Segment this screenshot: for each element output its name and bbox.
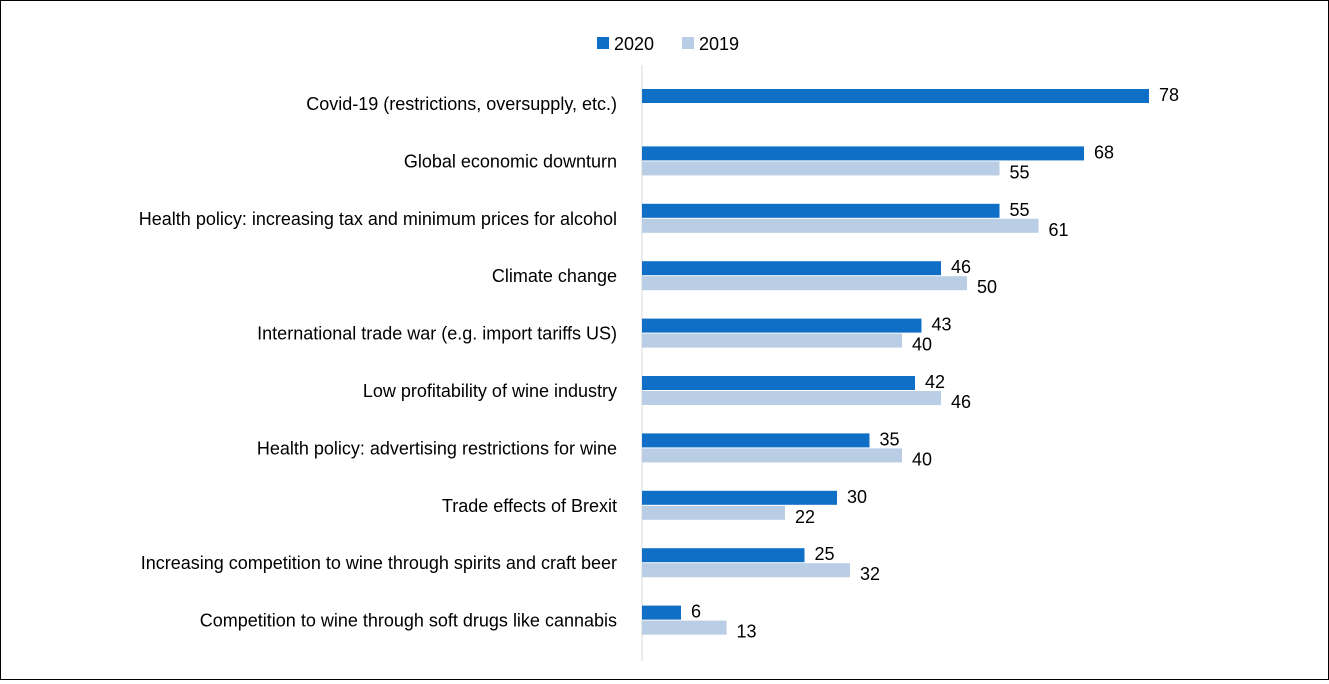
category-label: Low profitability of wine industry [363, 381, 617, 401]
bar-2020 [642, 376, 915, 390]
bar-2019 [642, 276, 967, 291]
legend-swatch-2020 [597, 37, 609, 49]
data-label-2019: 22 [795, 507, 815, 527]
data-label-2019: 55 [1010, 162, 1030, 182]
category-label: International trade war (e.g. import tar… [257, 324, 617, 344]
data-label-2020: 42 [925, 372, 945, 392]
bar-2019 [642, 218, 1039, 233]
category-labels: Covid-19 (restrictions, oversupply, etc.… [139, 94, 617, 631]
data-label-2020: 43 [932, 315, 952, 335]
bar-2020 [642, 146, 1084, 161]
bars [642, 89, 1149, 635]
data-label-2020: 25 [815, 544, 835, 564]
data-label-2019: 46 [951, 392, 971, 412]
bar-2019 [642, 161, 1000, 176]
data-label-2020: 35 [880, 429, 900, 449]
bar-2020 [642, 433, 870, 448]
category-label: Global economic downturn [404, 151, 617, 171]
data-label-2019: 40 [912, 449, 932, 469]
bar-2020 [642, 89, 1149, 103]
legend-label-2019: 2019 [699, 34, 739, 54]
bar-2020 [642, 318, 922, 333]
bar-2020 [642, 548, 805, 563]
legend-swatch-2019 [682, 37, 694, 49]
data-label-2020: 55 [1010, 200, 1030, 220]
bar-2019 [642, 563, 850, 578]
category-label: Health policy: advertising restrictions … [257, 438, 617, 458]
data-label-2020: 30 [847, 487, 867, 507]
bar-2019 [642, 333, 902, 348]
data-label-2019: 40 [912, 335, 932, 355]
bar-2020 [642, 261, 941, 276]
category-label: Covid-19 (restrictions, oversupply, etc.… [306, 94, 617, 114]
category-label: Trade effects of Brexit [442, 496, 617, 516]
category-label: Increasing competition to wine through s… [141, 553, 617, 573]
data-label-2020: 78 [1159, 85, 1179, 105]
data-label-2019: 61 [1049, 220, 1069, 240]
category-label: Climate change [492, 266, 617, 286]
bar-2019 [642, 448, 902, 463]
category-label: Competition to wine through soft drugs l… [200, 611, 617, 631]
bar-2019 [642, 505, 785, 520]
data-label-2020: 46 [951, 257, 971, 277]
bar-2019 [642, 620, 727, 635]
bar-2020 [642, 203, 1000, 218]
bar-2020 [642, 490, 837, 505]
legend: 2020 2019 [597, 34, 739, 54]
data-label-2019: 13 [737, 622, 757, 642]
data-label-2020: 68 [1094, 142, 1114, 162]
bar-2019 [642, 391, 941, 405]
data-label-2019: 50 [977, 277, 997, 297]
data-label-2020: 6 [691, 602, 701, 622]
data-label-2019: 32 [860, 564, 880, 584]
category-label: Health policy: increasing tax and minimu… [139, 209, 617, 229]
legend-label-2020: 2020 [614, 34, 654, 54]
bar-2020 [642, 605, 681, 620]
